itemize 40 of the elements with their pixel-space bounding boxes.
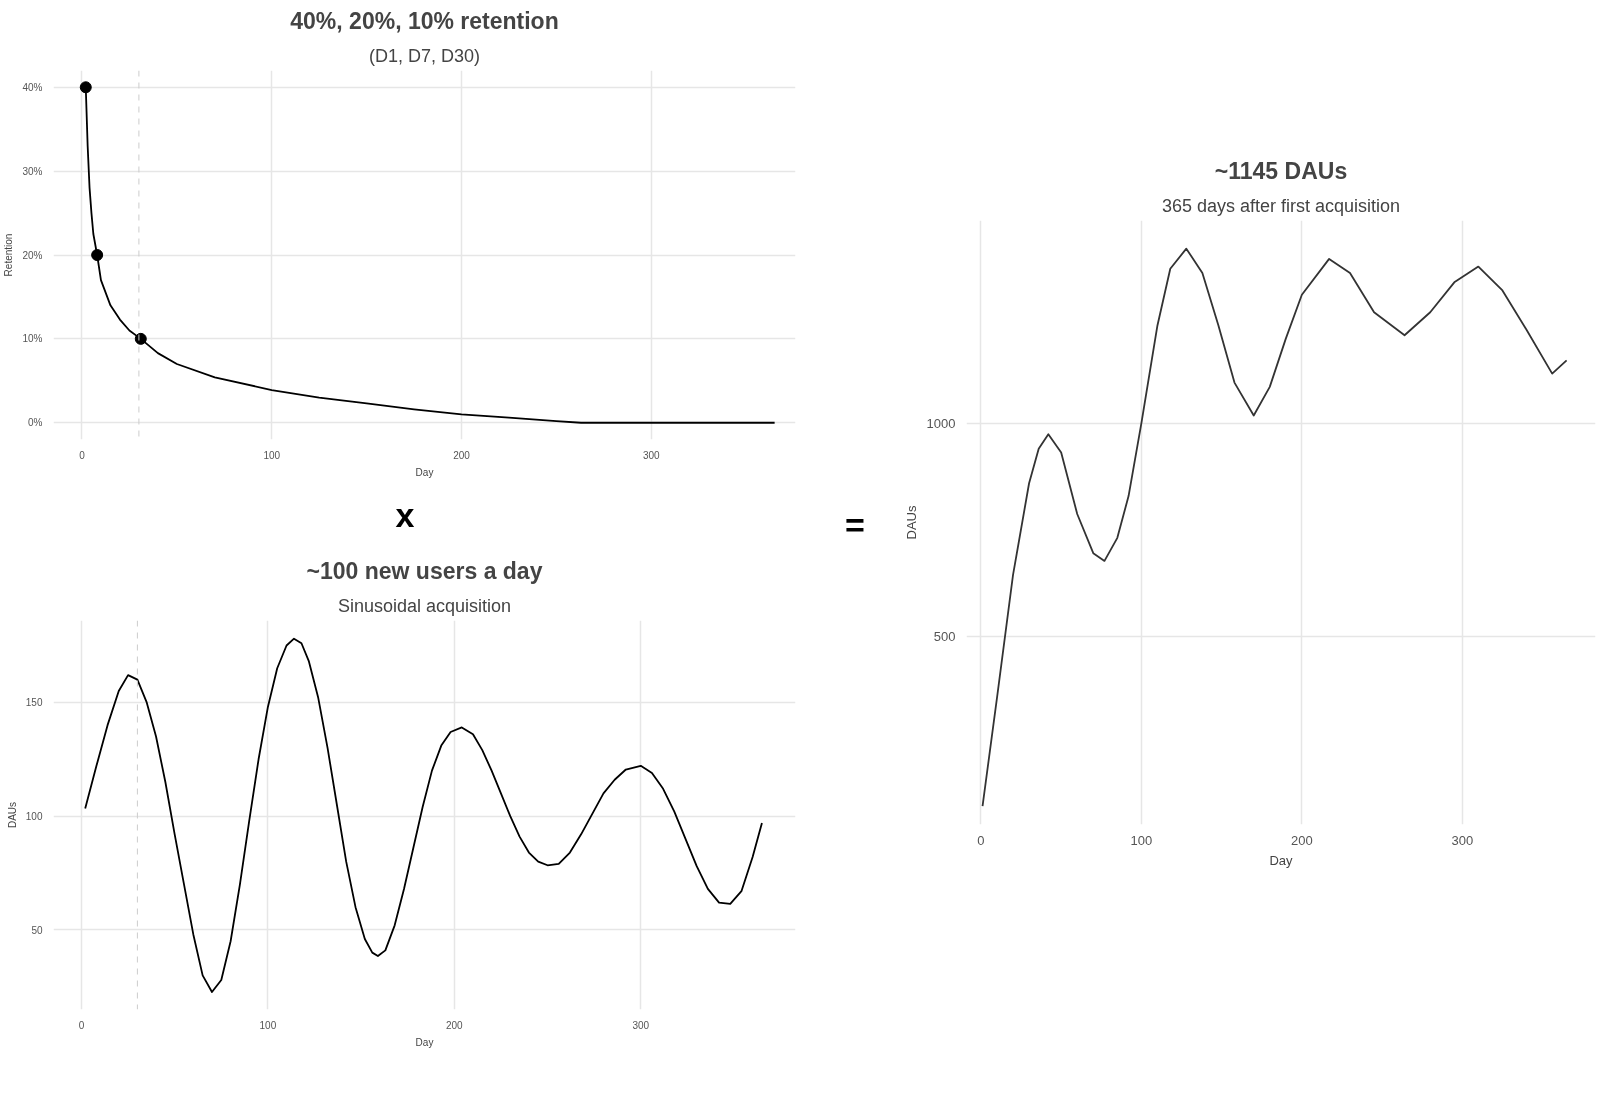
line-series [981,247,1568,808]
point [79,81,92,94]
line-series [84,637,763,993]
x-tick-label: 0 [79,449,86,461]
x-tick-label: 200 [1291,832,1313,848]
chart-subtitle: 365 days after first acquisition [1161,195,1401,216]
x-tick-label: 100 [259,1019,277,1031]
x-tick-label: 300 [632,1019,650,1031]
x-tick-label: 300 [642,449,661,461]
y-axis-title: DAUs [6,801,18,829]
y-axis-title: Retention [3,233,15,277]
y-tick-label: 50 [31,924,43,936]
chart-title: 40%, 20%, 10% retention [290,7,559,34]
x-axis-title: Day [415,1036,434,1048]
x-tick-label: 200 [445,1019,464,1031]
x-axis-title: Day [415,466,434,478]
chart-title: ~100 new users a day [306,557,543,584]
chart-subtitle: Sinusoidal acquisition [337,595,512,616]
x-tick-label: 100 [263,449,281,461]
x-tick-label: 0 [977,832,985,848]
text: = [845,505,865,546]
point [91,249,104,261]
y-tick-label: 500 [933,628,956,644]
y-axis-title: DAUs [903,505,919,540]
x-axis-title: Day [1269,852,1294,868]
y-tick-label: 150 [25,697,43,709]
x-tick-label: 0 [78,1019,85,1031]
x-tick-label: 300 [1451,832,1474,848]
y-tick-label: 10% [22,333,43,345]
chart-title: ~1145 DAUs [1214,157,1348,184]
y-tick-label: 20% [22,249,43,261]
y-tick-label: 1000 [926,415,956,431]
x-tick-label: 100 [1130,832,1153,848]
chart-subtitle: (D1, D7, D30) [368,45,481,66]
y-tick-label: 30% [22,165,43,177]
y-tick-label: 0% [28,417,43,429]
text: x [395,495,415,536]
y-tick-label: 40% [22,81,43,93]
y-tick-label: 100 [25,811,43,823]
x-tick-label: 200 [453,449,471,461]
